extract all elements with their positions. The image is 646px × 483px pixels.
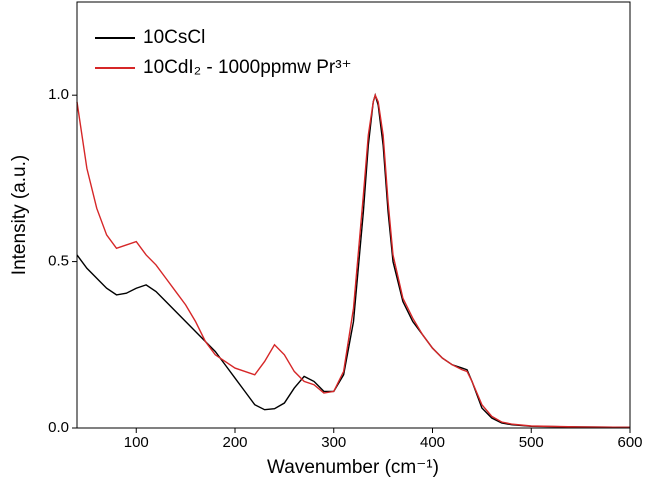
x-tick-label: 400 <box>420 434 445 451</box>
x-tick-label: 600 <box>617 434 642 451</box>
x-tick-label: 100 <box>124 434 149 451</box>
x-tick-label: 300 <box>321 434 346 451</box>
legend-label: 10CsCl <box>143 27 205 48</box>
data-line <box>76 92 631 429</box>
x-tick-label: 200 <box>222 434 247 451</box>
x-axis-label: Wavenumber (cm⁻¹) <box>267 457 439 478</box>
y-tick-label: 1.0 <box>48 86 69 103</box>
y-axis-label: Intensity (a.u.) <box>9 155 30 275</box>
y-tick-label: 0.5 <box>48 253 69 270</box>
data-line <box>76 93 631 429</box>
y-tick-label: 0.0 <box>48 419 69 436</box>
plot-frame <box>76 1 631 429</box>
legend-label: 10CdI₂ - 1000ppmw Pr³⁺ <box>143 57 352 78</box>
x-tick-label: 500 <box>519 434 544 451</box>
